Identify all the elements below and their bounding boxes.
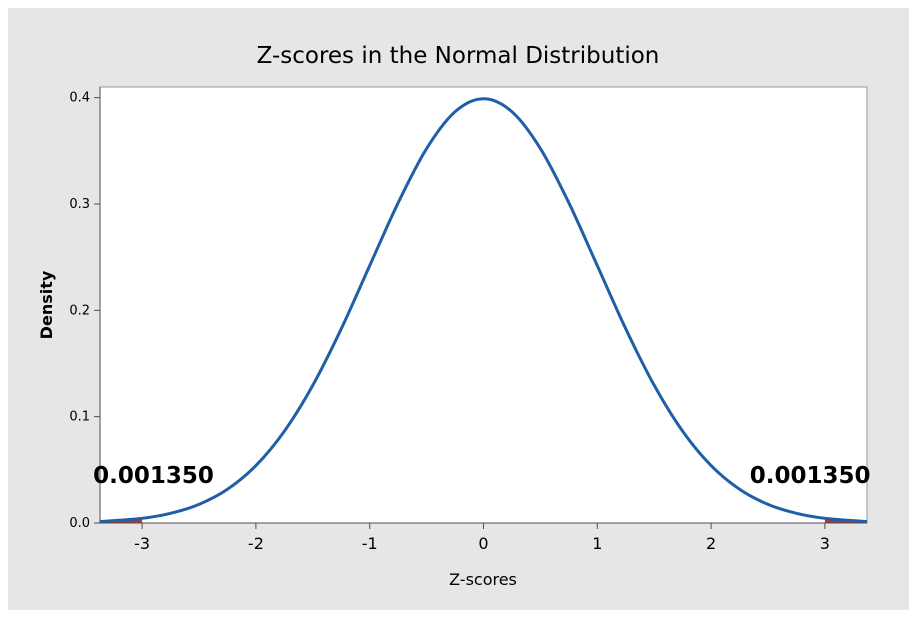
plot-area [99, 86, 868, 524]
y-tick-label: 0.1 [69, 410, 90, 425]
x-tick-label: 2 [706, 534, 716, 553]
right-tail-probability-label: 0.001350 [750, 463, 871, 489]
axes: -3 -2 -1 0 1 2 3 0.0 0.1 0.2 0.3 0.4 [69, 87, 867, 553]
x-tick-label: 0 [478, 534, 488, 553]
density-curve-group [99, 97, 868, 524]
y-tick-label: 0.2 [69, 303, 90, 318]
y-tick-label: 0.0 [69, 516, 90, 531]
x-tick-label: -2 [248, 534, 264, 553]
x-tick-label: 1 [592, 534, 602, 553]
y-tick-label: 0.3 [69, 197, 90, 212]
annotations: 0.001350 0.001350 [93, 463, 870, 489]
x-axis-label: Z-scores [449, 570, 517, 589]
y-axis-label: Density [37, 270, 56, 339]
chart-title: Z-scores in the Normal Distribution [257, 43, 660, 69]
x-tick-label: -3 [134, 534, 150, 553]
left-tail-probability-label: 0.001350 [93, 463, 214, 489]
density-curve [99, 97, 868, 524]
y-tick-label: 0.4 [69, 91, 90, 106]
x-tick-label: -1 [362, 534, 378, 553]
x-tick-label: 3 [820, 534, 830, 553]
